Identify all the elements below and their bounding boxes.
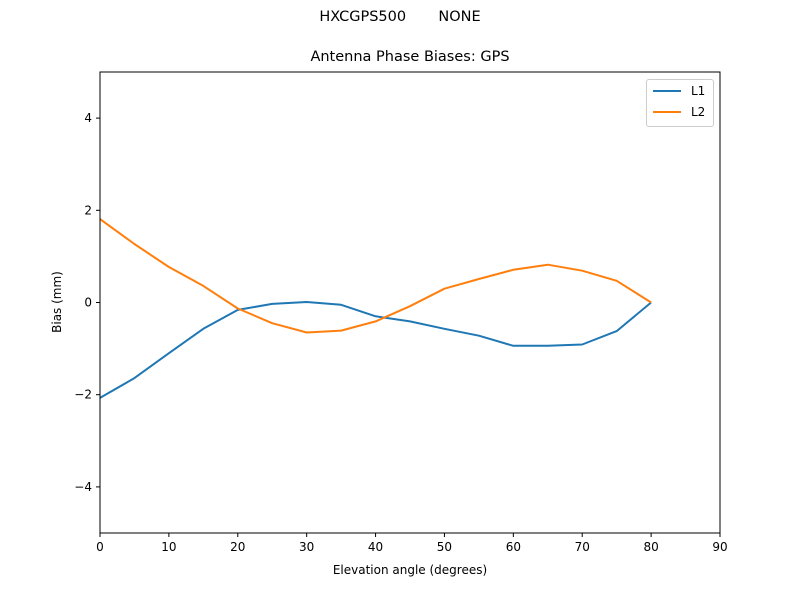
chart-title: Antenna Phase Biases: GPS [310, 49, 510, 65]
legend-line-l1-icon [653, 90, 681, 92]
legend: L1 L2 [646, 79, 714, 127]
x-axis-ticks: 0 10 20 30 40 50 60 70 80 90 [96, 533, 728, 554]
x-tick-label: 40 [368, 540, 383, 554]
legend-item-l2: L2 [653, 104, 705, 120]
x-tick-label: 10 [161, 540, 176, 554]
y-tick-label: 2 [84, 203, 92, 217]
legend-item-l1: L1 [653, 83, 705, 99]
y-tick-label: −2 [74, 388, 92, 402]
y-axis-ticks: −4 −2 0 2 4 [74, 111, 100, 494]
axes-frame [99, 71, 721, 534]
x-tick-label: 80 [643, 540, 658, 554]
series-layer [99, 218, 652, 399]
x-tick-label: 0 [96, 540, 104, 554]
x-tick-label: 70 [575, 540, 590, 554]
legend-line-l2-icon [653, 111, 681, 113]
y-tick-label: 4 [84, 111, 92, 125]
series-line-l2 [99, 218, 652, 334]
x-axis-label: Elevation angle (degrees) [333, 563, 487, 577]
legend-label-l1: L1 [691, 84, 706, 98]
series-line-l1 [99, 301, 652, 399]
y-tick-label: 0 [84, 296, 92, 310]
y-tick-label: −4 [74, 480, 92, 494]
figure-suptitle: HXCGPS500 NONE [319, 9, 481, 25]
x-tick-label: 50 [437, 540, 452, 554]
x-tick-label: 90 [712, 540, 727, 554]
x-tick-label: 60 [506, 540, 521, 554]
y-axis-label: Bias (mm) [50, 271, 64, 333]
x-tick-label: 20 [230, 540, 245, 554]
x-tick-label: 30 [299, 540, 314, 554]
legend-label-l2: L2 [691, 105, 706, 119]
